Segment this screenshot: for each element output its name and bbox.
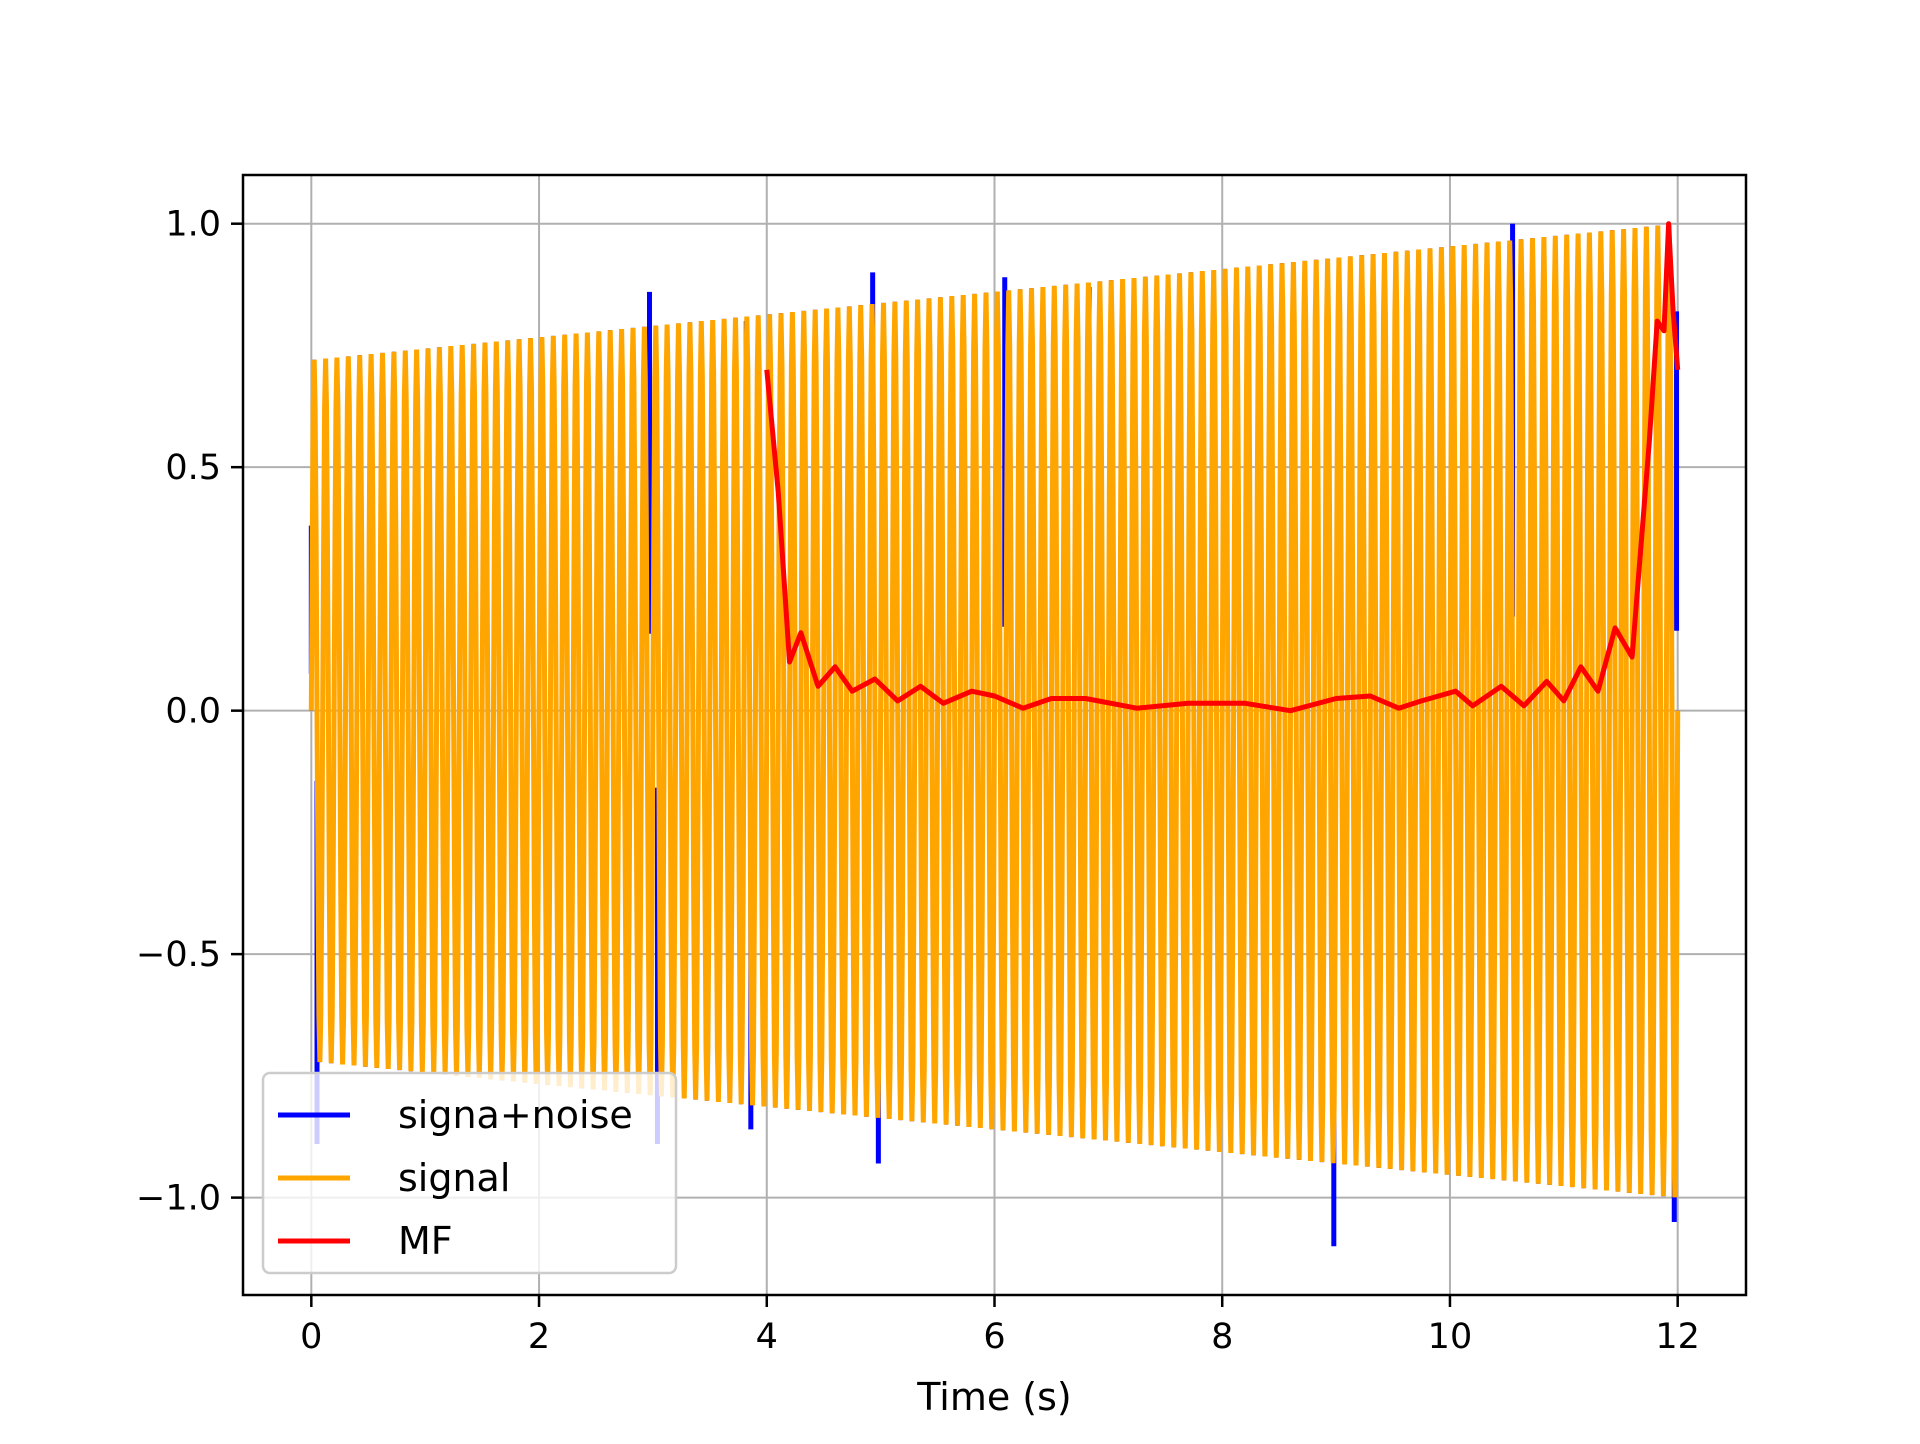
x-tick-label: 12 — [1655, 1317, 1700, 1357]
x-tick-label: 10 — [1428, 1317, 1473, 1357]
x-tick-label: 6 — [983, 1317, 1005, 1357]
legend-box — [261, 1071, 678, 1275]
series-mf-line — [764, 221, 1681, 714]
x-tick-label: 8 — [1211, 1317, 1233, 1357]
legend-label: signa+noise — [398, 1093, 633, 1137]
y-tick-label: 0.5 — [165, 448, 221, 488]
y-tick-label: 1.0 — [165, 205, 221, 245]
x-axis-label: Time (s) — [916, 1375, 1072, 1419]
x-tick-label: 2 — [528, 1317, 550, 1357]
axes-layer: 0 2 4 6 8 10 12 1.0 0.5 0.0 −0.5 −1.0 — [136, 173, 1748, 1357]
x-tick-label: 0 — [300, 1317, 322, 1357]
legend: signa+noise signal MF — [261, 1071, 678, 1275]
series-signal-line — [308, 224, 1681, 1198]
y-tick-label: −1.0 — [136, 1179, 221, 1219]
y-tick-label: −0.5 — [136, 935, 221, 975]
plot-area — [308, 221, 1681, 1247]
legend-label: MF — [398, 1219, 453, 1263]
legend-label: signal — [398, 1156, 510, 1200]
x-tick-label: 4 — [756, 1317, 778, 1357]
y-tick-label: 0.0 — [165, 692, 221, 732]
